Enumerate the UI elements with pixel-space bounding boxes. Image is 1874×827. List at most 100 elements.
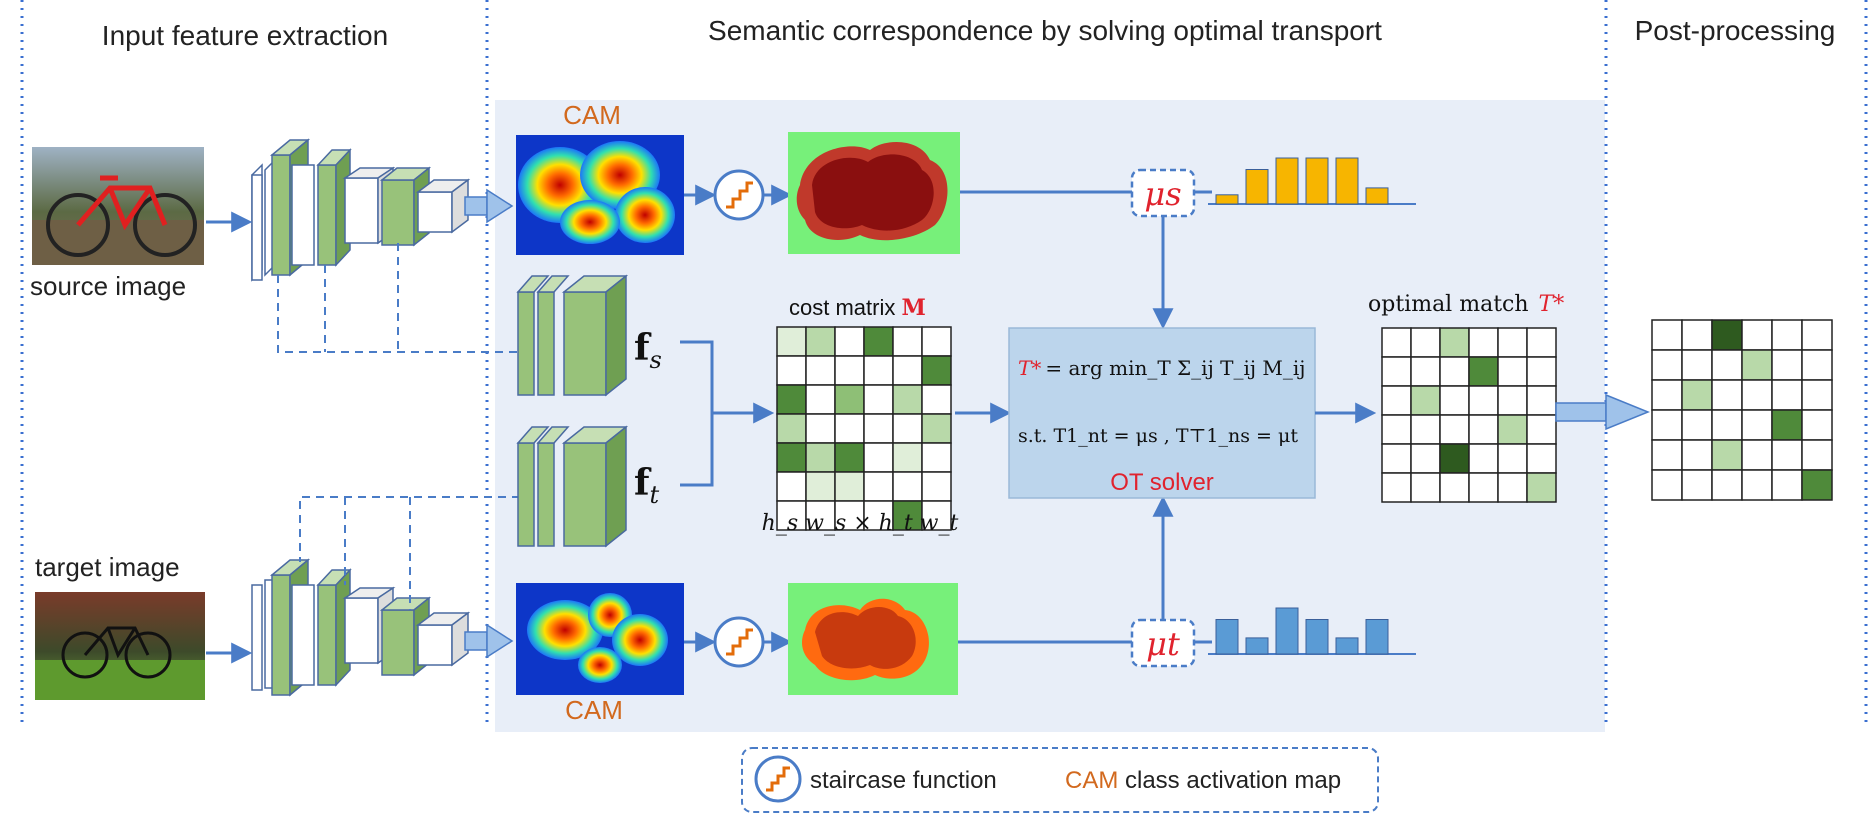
feature-ft-label: ft [634,462,660,509]
post-processing-cell [1681,469,1713,501]
feature-ft-subscript: t [650,481,660,509]
cost-matrix-cell [863,355,894,386]
cost-matrix-cell [834,355,865,386]
post-processing-cell [1741,469,1773,501]
cost-matrix-cell [892,500,923,531]
cost-matrix-cell [805,500,836,531]
cost-matrix-cell [921,442,952,473]
post-processing-cell [1681,379,1713,411]
histogram-bar [1275,157,1299,205]
histogram-bar [1215,619,1239,655]
optimal-match-cell [1526,385,1557,416]
cost-matrix-title: cost matrix M [789,295,926,321]
section-title-post: Post-processing [1635,15,1836,46]
post-processing-cell [1801,379,1833,411]
cost-matrix-cell [805,384,836,415]
section-dividers [20,0,1868,725]
cost-matrix-cell [892,413,923,444]
histogram-bar [1215,194,1239,205]
post-processing-cell [1711,439,1743,471]
cost-matrix-cell [776,413,807,444]
cost-matrix-cell [805,355,836,386]
optimal-match-cell [1526,327,1557,358]
mu-t-label: μt [1146,625,1180,663]
cost-matrix-cell [776,355,807,386]
cost-matrix-cell [776,442,807,473]
post-processing-cell [1711,319,1743,351]
cost-matrix-cell [921,413,952,444]
optimal-match-symbol: T* [1539,292,1565,317]
cost-matrix-cell [892,471,923,502]
optimal-match-cell [1439,327,1470,358]
cost-matrix-cell [776,384,807,415]
optimal-match-grid [1381,327,1557,503]
ot-eq1: T* = arg min_T Σ_ij T_ij M_ij [1018,356,1306,380]
post-processing-cell [1741,319,1773,351]
post-processing-cell [1771,349,1803,381]
optimal-match-cell [1439,472,1470,503]
post-processing-cell [1711,409,1743,441]
cost-matrix-cell [863,471,894,502]
section-title-semantic: Semantic correspondence by solving optim… [708,15,1382,46]
optimal-match-cell [1526,443,1557,474]
cost-matrix-cell [921,326,952,357]
thick-arrow-source-cam [464,188,514,224]
optimal-match-cell [1468,385,1499,416]
cam-heatmap-source [516,135,684,255]
post-processing-cell [1771,439,1803,471]
staircase-icon-target [713,616,765,668]
cost-matrix-symbol: M [901,295,925,321]
post-processing-cell [1681,319,1713,351]
staircase-icon-source [713,169,765,221]
legend-staircase-label: staircase function [810,767,997,794]
histogram-bar [1365,187,1389,205]
optimal-match-cell [1468,472,1499,503]
optimal-match-cell [1439,414,1470,445]
cost-matrix-cell [776,471,807,502]
post-processing-cell [1711,469,1743,501]
cost-matrix-cell [892,442,923,473]
ot-eq1-rhs: = arg min_T Σ_ij T_ij M_ij [1045,356,1305,380]
mu-s-box: μs [1130,168,1196,218]
post-processing-cell [1681,439,1713,471]
post-processing-cell [1711,349,1743,381]
ot-eq2: s.t. T1_nt = μs , T⊤1_ns = μt [1018,425,1298,447]
cost-matrix-dims: h_s w_s × h_t w_t [762,511,959,536]
optimal-match-cell [1381,385,1412,416]
cost-matrix-cell [921,384,952,415]
cost-matrix-cell [805,326,836,357]
optimal-match-cell [1526,356,1557,387]
target-image [35,592,205,700]
histogram-source [1208,157,1416,205]
optimal-match-cell [1468,414,1499,445]
mu-s-label: μs [1144,175,1181,213]
cost-matrix-cell [776,500,807,531]
histogram-target [1208,607,1416,655]
optimal-match-cell [1497,414,1528,445]
cost-matrix-cell [805,442,836,473]
optimal-match-cell [1526,414,1557,445]
optimal-match-cell [1497,385,1528,416]
feature-fs-label: fs [634,327,662,374]
thick-arrow-target-cam [464,623,514,659]
optimal-match-cell [1497,443,1528,474]
cost-matrix-cell [921,500,952,531]
optimal-match-cell [1381,327,1412,358]
post-processing-cell [1741,349,1773,381]
post-processing-cell [1651,379,1683,411]
feature-taps [277,243,520,610]
histogram-bar [1245,169,1269,205]
optimal-match-title: optimal match T* [1368,292,1564,317]
post-processing-cell [1801,319,1833,351]
cost-matrix-cell [834,326,865,357]
post-processing-cell [1801,409,1833,441]
optimal-match-cell [1439,356,1470,387]
feature-block-fs [516,274,629,397]
histogram-bar [1335,637,1359,655]
cost-matrix-cell [805,413,836,444]
cost-matrix-cell [892,355,923,386]
legend-cam-abbr: CAM [1065,767,1118,794]
post-processing-cell [1771,319,1803,351]
optimal-match-cell [1497,472,1528,503]
